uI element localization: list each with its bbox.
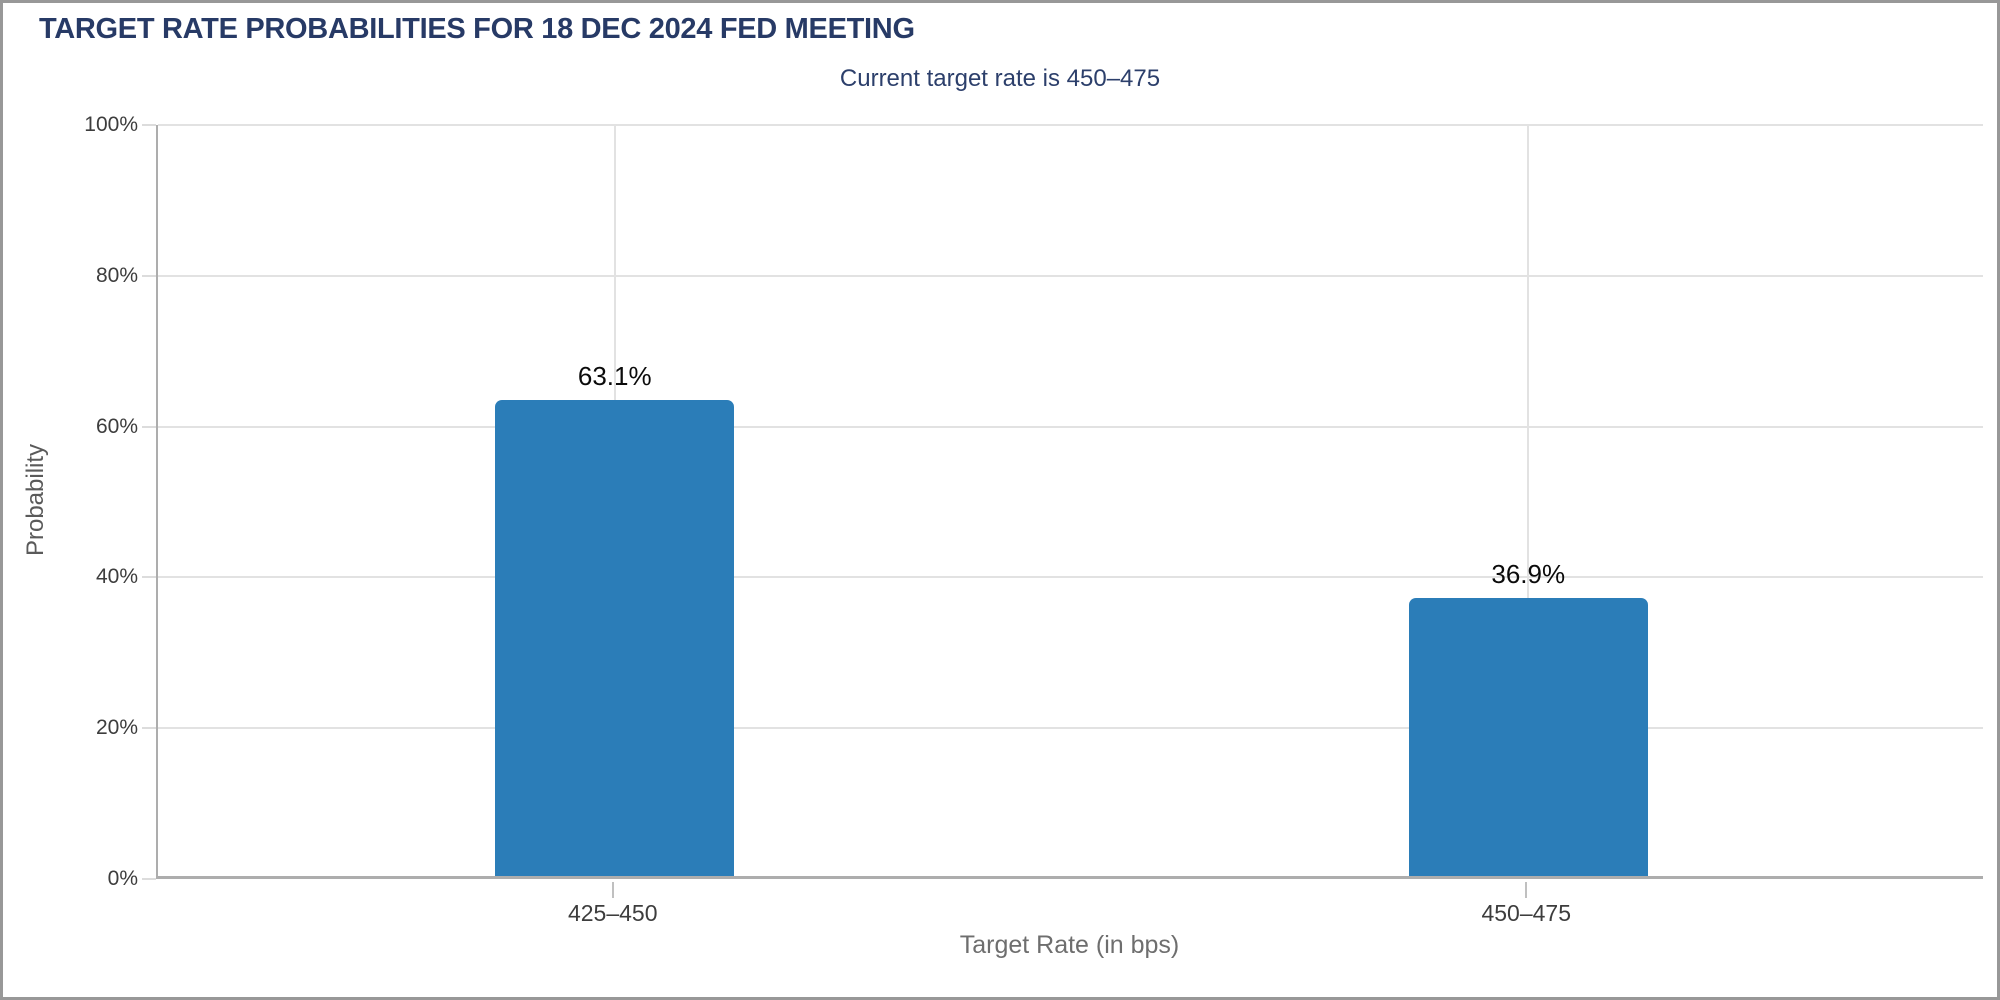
y-tick-mark (142, 727, 156, 730)
y-tick-mark (142, 124, 156, 126)
bar-450–475 (1408, 597, 1648, 876)
y-tick-label: 100% (84, 113, 138, 136)
y-tick-label: 60% (95, 414, 138, 438)
y-tick-mark (142, 425, 156, 428)
y-tick-mark (142, 576, 156, 579)
bar-425–450 (495, 400, 735, 876)
horizontal-gridline (158, 124, 1983, 126)
y-tick-label: 0% (107, 867, 138, 890)
chart-subtitle: Current target rate is 450–475 (839, 65, 1161, 92)
horizontal-gridline (158, 274, 1983, 277)
chart-title: TARGET RATE PROBABILITIES FOR 18 DEC 202… (39, 13, 915, 45)
x-axis-title: Target Rate (in bps) (959, 931, 1180, 959)
bar-value-label: 36.9% (1491, 558, 1566, 589)
plot-area: 63.1% 36.9% (156, 124, 1983, 879)
x-tick-label: 425–450 (567, 900, 658, 926)
horizontal-gridline (158, 576, 1983, 579)
horizontal-gridline (158, 425, 1983, 428)
y-tick-mark (142, 274, 156, 277)
x-tick-mark (1525, 882, 1528, 898)
y-tick-label: 80% (95, 263, 138, 287)
y-tick-label: 40% (95, 565, 138, 589)
horizontal-gridline (158, 727, 1983, 730)
x-tick-mark (611, 882, 614, 898)
vertical-gridline (1527, 125, 1530, 876)
y-axis-title: Probability (22, 443, 49, 557)
bar-value-label: 63.1% (577, 361, 652, 392)
y-tick-label: 20% (95, 716, 138, 740)
x-tick-label: 450–475 (1481, 900, 1572, 926)
y-tick-mark (142, 878, 156, 880)
